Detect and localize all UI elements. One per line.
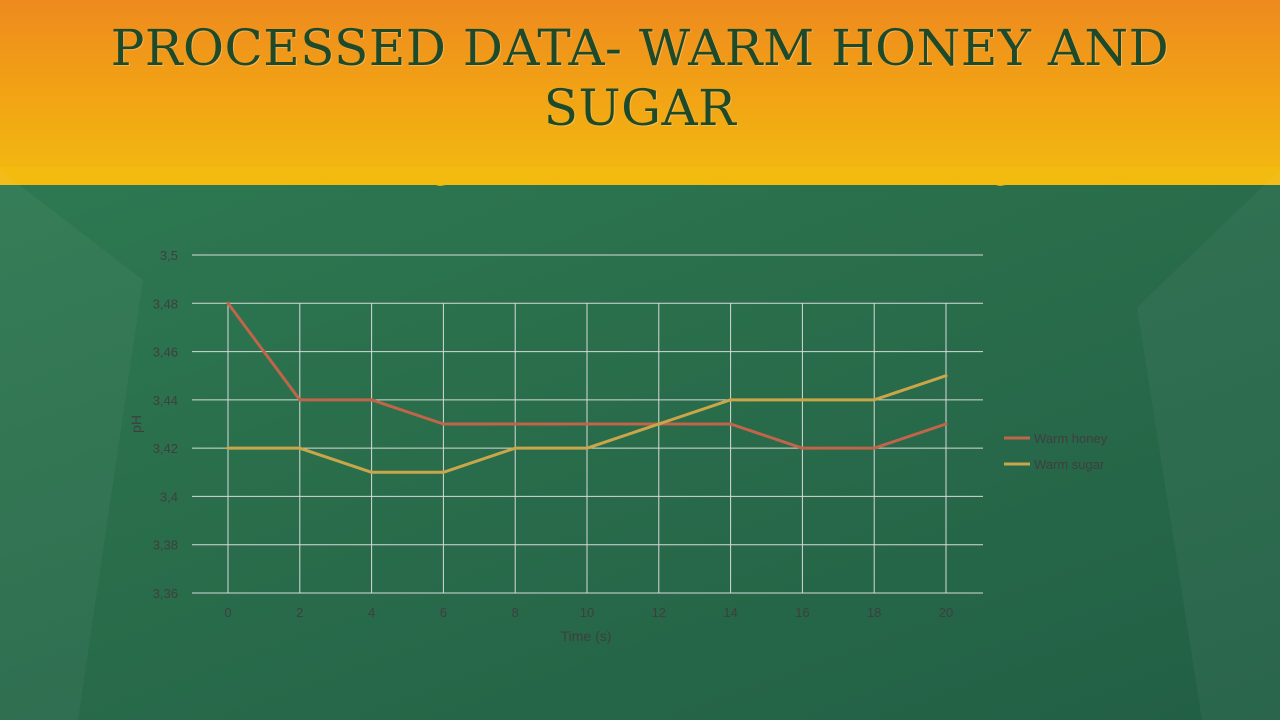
banner-torn-edge bbox=[0, 167, 1280, 186]
y-tick-label: 3,36 bbox=[153, 586, 178, 601]
x-tick-label: 10 bbox=[580, 605, 594, 620]
data-point-series-2 bbox=[872, 398, 876, 402]
data-point-series-1 bbox=[585, 422, 589, 426]
y-tick-label: 3,4 bbox=[160, 489, 178, 504]
y-tick-label: 3,44 bbox=[153, 393, 178, 408]
data-point-series-1 bbox=[729, 422, 733, 426]
x-tick-label: 14 bbox=[723, 605, 737, 620]
data-point-series-2 bbox=[800, 398, 804, 402]
x-tick-label: 4 bbox=[368, 605, 375, 620]
y-axis-title: pH bbox=[128, 415, 144, 433]
data-point-series-1 bbox=[370, 398, 374, 402]
legend-label-2: Warm sugar bbox=[1034, 457, 1105, 472]
y-tick-label: 3,38 bbox=[153, 538, 178, 553]
x-axis-title: Time (s) bbox=[561, 628, 612, 644]
title-banner bbox=[0, 0, 1280, 186]
data-point-series-1 bbox=[298, 398, 302, 402]
x-tick-label: 20 bbox=[939, 605, 953, 620]
data-point-series-2 bbox=[441, 470, 445, 474]
data-point-series-1 bbox=[944, 422, 948, 426]
data-point-series-1 bbox=[226, 301, 230, 305]
y-tick-label: 3,48 bbox=[153, 296, 178, 311]
y-tick-label: 3,5 bbox=[160, 248, 178, 263]
legend-label-1: Warm honey bbox=[1034, 431, 1108, 446]
data-point-series-1 bbox=[872, 446, 876, 450]
data-point-series-2 bbox=[513, 446, 517, 450]
data-point-series-1 bbox=[800, 446, 804, 450]
data-point-series-2 bbox=[657, 422, 661, 426]
data-point-series-2 bbox=[226, 446, 230, 450]
data-point-series-2 bbox=[729, 398, 733, 402]
x-tick-label: 6 bbox=[440, 605, 447, 620]
x-tick-label: 2 bbox=[296, 605, 303, 620]
data-point-series-1 bbox=[513, 422, 517, 426]
data-point-series-2 bbox=[585, 446, 589, 450]
data-point-series-1 bbox=[441, 422, 445, 426]
slide-title: PROCESSED DATA- WARM HONEY AND SUGAR bbox=[110, 19, 1170, 137]
y-tick-label: 3,46 bbox=[153, 345, 178, 360]
x-tick-label: 0 bbox=[224, 605, 231, 620]
x-tick-label: 16 bbox=[795, 605, 809, 620]
y-tick-label: 3,42 bbox=[153, 441, 178, 456]
data-point-series-2 bbox=[944, 374, 948, 378]
x-tick-label: 18 bbox=[867, 605, 881, 620]
data-point-series-2 bbox=[298, 446, 302, 450]
data-point-series-2 bbox=[370, 470, 374, 474]
x-tick-label: 8 bbox=[512, 605, 519, 620]
x-tick-label: 12 bbox=[652, 605, 666, 620]
